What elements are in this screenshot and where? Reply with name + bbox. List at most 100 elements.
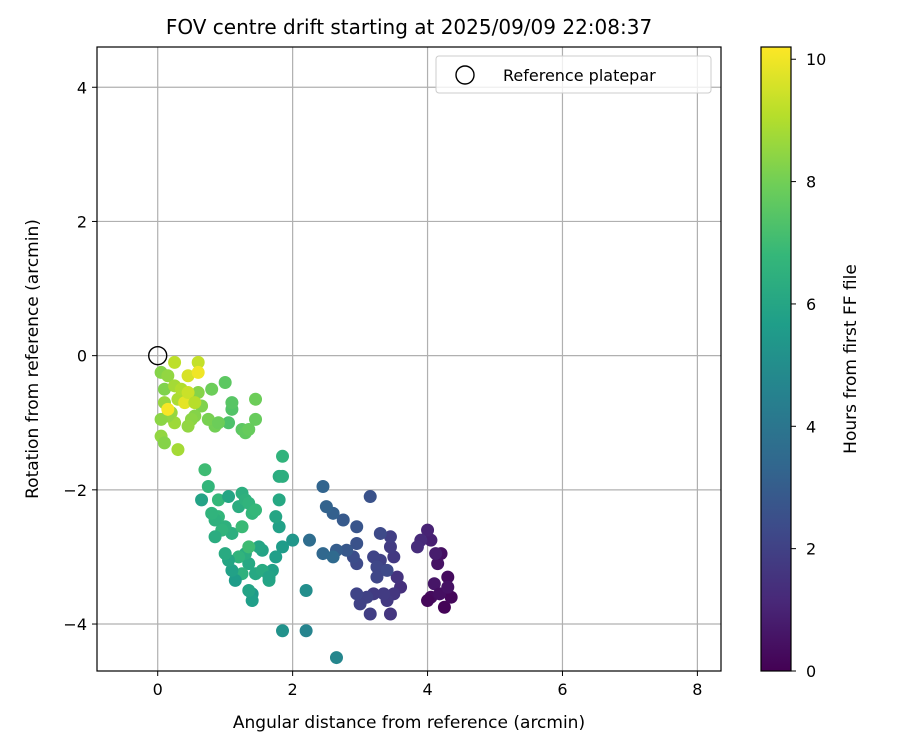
reference-marker [148, 345, 168, 366]
data-point [218, 375, 232, 389]
data-point [350, 520, 364, 534]
data-point [191, 386, 205, 400]
data-point [441, 570, 455, 584]
x-tick-label: 8 [692, 680, 702, 699]
data-point [245, 594, 259, 608]
data-point [373, 526, 387, 540]
data-point [249, 503, 263, 517]
y-tick-label: −4 [63, 615, 87, 634]
data-point [437, 600, 451, 614]
data-point [276, 624, 290, 638]
colorbar-gradient [761, 47, 791, 671]
plot-frame [96, 46, 722, 672]
data-point [421, 523, 435, 537]
data-point [232, 550, 246, 564]
y-tick-label: 0 [77, 347, 87, 366]
data-point [242, 422, 256, 436]
data-point [242, 557, 256, 571]
data-point [302, 533, 316, 547]
data-point [444, 590, 458, 604]
data-point [370, 560, 384, 574]
grid [97, 47, 721, 671]
colorbar-tick-label: 8 [806, 173, 816, 192]
data-point [154, 412, 168, 426]
data-point [316, 547, 330, 561]
x-tick-label: 6 [557, 680, 567, 699]
data-point [201, 479, 215, 493]
data-point [171, 443, 185, 457]
data-point [299, 583, 313, 597]
legend-label: Reference platepar [503, 66, 656, 85]
colorbar-tick-label: 6 [806, 295, 816, 314]
data-point [225, 563, 239, 577]
data-point [157, 436, 171, 450]
data-point [380, 563, 394, 577]
x-tick-label: 2 [288, 680, 298, 699]
data-point [178, 396, 192, 410]
colorbar-tick-label: 2 [806, 540, 816, 559]
data-point [421, 594, 435, 608]
data-point [181, 369, 195, 383]
data-point [299, 624, 313, 638]
x-axis-ticks: 0 2 4 6 8 [153, 671, 702, 699]
x-tick-label: 0 [153, 680, 163, 699]
data-point [218, 547, 232, 561]
data-point [272, 520, 286, 534]
data-point [383, 607, 397, 621]
data-point [329, 651, 343, 665]
data-point [383, 540, 397, 554]
data-point [272, 493, 286, 507]
colorbar-frame [760, 46, 792, 672]
data-point [336, 513, 350, 527]
data-point [208, 530, 222, 544]
data-point [168, 355, 182, 369]
data-point [353, 597, 367, 611]
data-point [424, 533, 438, 547]
data-point [191, 365, 205, 379]
data-point [367, 550, 381, 564]
colorbar-tick-label: 4 [806, 417, 816, 436]
data-point [249, 412, 263, 426]
data-point [350, 537, 364, 551]
data-point [181, 386, 195, 400]
data-point [205, 382, 219, 396]
colorbar-tick-label: 10 [806, 50, 826, 69]
data-point [370, 570, 384, 584]
y-tick-label: 4 [77, 78, 87, 97]
scatter-points [154, 355, 458, 665]
data-point [191, 355, 205, 369]
data-point [249, 392, 263, 406]
data-point [269, 550, 283, 564]
data-point [161, 369, 175, 383]
data-point [276, 469, 290, 483]
y-tick-label: −2 [63, 481, 87, 500]
data-point [211, 493, 225, 507]
data-point [262, 570, 276, 584]
data-point [326, 550, 340, 564]
data-point [188, 396, 202, 410]
data-point [269, 510, 283, 524]
data-point [195, 493, 209, 507]
x-axis-label: Angular distance from reference (arcmin) [233, 713, 585, 733]
data-point [157, 382, 171, 396]
legend-box [435, 55, 712, 94]
data-point [410, 540, 424, 554]
data-point [383, 530, 397, 544]
data-point [387, 550, 401, 564]
data-point [340, 543, 354, 557]
data-point [181, 419, 195, 433]
reference-marker-layer [148, 345, 168, 366]
data-point [228, 573, 242, 587]
colorbar-tick-label: 0 [806, 662, 816, 681]
legend-marker [455, 65, 475, 85]
data-point [363, 490, 377, 504]
data-point [390, 570, 404, 584]
colorbar-label: Hours from first FF file [841, 264, 861, 454]
data-point [242, 540, 256, 554]
data-point [276, 449, 290, 463]
colorbar: 0 2 4 6 8 10 Hours from first FF file [760, 46, 861, 681]
data-point [201, 412, 215, 426]
data-point [427, 577, 441, 591]
data-point [429, 547, 443, 561]
